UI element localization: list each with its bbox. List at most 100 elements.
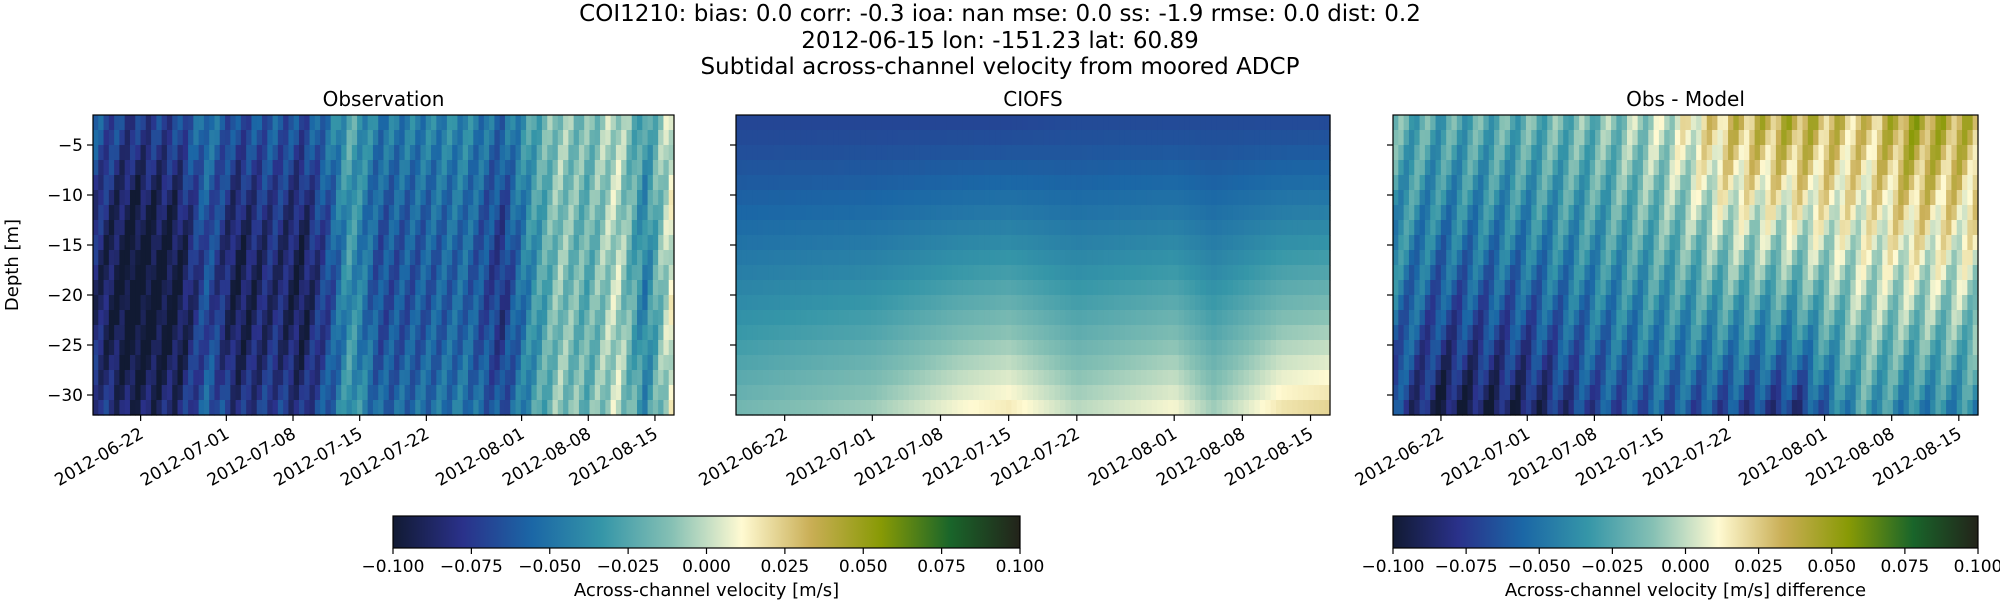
heatmap-cell [1430, 340, 1437, 356]
heatmap-cell [309, 175, 316, 191]
heatmap-cell [362, 400, 369, 416]
heatmap-cell [1000, 235, 1007, 251]
heatmap-cell [219, 370, 226, 386]
heatmap-cell [198, 340, 205, 356]
heatmap-cell [1286, 340, 1293, 356]
heatmap-cell [892, 280, 899, 296]
heatmap-cell [1254, 250, 1261, 266]
heatmap-cell [1520, 355, 1527, 371]
heatmap-cell [989, 175, 996, 191]
heatmap-cell [833, 265, 840, 281]
heatmap-cell [652, 115, 659, 131]
heatmap-cell [989, 220, 996, 236]
heatmap-cell [903, 175, 910, 191]
heatmap-cell [865, 310, 872, 326]
heatmap-cell [768, 295, 775, 311]
heatmap-cell [584, 295, 591, 311]
heatmap-cell [647, 370, 654, 386]
heatmap-cell [515, 190, 522, 206]
heatmap-cell [431, 250, 437, 266]
heatmap-cell [552, 250, 559, 266]
heatmap-cell [288, 280, 295, 296]
heatmap-cell [494, 190, 501, 206]
heatmap-cell [552, 115, 559, 131]
heatmap-cell [446, 175, 453, 191]
heatmap-cell [441, 310, 448, 326]
heatmap-cell [908, 355, 915, 371]
heatmap-cell [1027, 355, 1034, 371]
heatmap-cell [1184, 400, 1191, 416]
heatmap-cell [1227, 340, 1234, 356]
heatmap-cell [898, 235, 904, 251]
heatmap-cell [256, 325, 263, 341]
heatmap-cell [594, 325, 601, 341]
heatmap-cell [827, 325, 834, 341]
heatmap-cell [795, 250, 802, 266]
heatmap-cell [1227, 145, 1234, 161]
heatmap-cell [790, 235, 796, 251]
heatmap-cell [446, 190, 453, 206]
heatmap-cell [1151, 220, 1158, 236]
heatmap-cell [1173, 205, 1180, 221]
heatmap-cell [1205, 205, 1212, 221]
heatmap-cell [952, 190, 958, 206]
heatmap-cell [919, 235, 926, 251]
heatmap-cell [642, 385, 649, 401]
heatmap-cell [1494, 205, 1500, 221]
heatmap-cell [108, 355, 115, 371]
heatmap-cell [1016, 220, 1023, 236]
heatmap-cell [1435, 160, 1442, 176]
heatmap-cell [541, 400, 548, 416]
heatmap-cell [314, 160, 321, 176]
heatmap-cell [1403, 130, 1410, 146]
heatmap-cell [1259, 295, 1266, 311]
heatmap-cell [898, 310, 904, 326]
heatmap-cell [1419, 235, 1426, 251]
heatmap-cell [1081, 145, 1088, 161]
heatmap-cell [1168, 250, 1174, 266]
heatmap-cell [621, 235, 628, 251]
heatmap-cell [1189, 160, 1196, 176]
heatmap-cell [1510, 400, 1516, 416]
heatmap-cell [637, 295, 643, 311]
heatmap-cell [806, 175, 813, 191]
heatmap-cell [193, 325, 200, 341]
heatmap-cell [441, 175, 448, 191]
heatmap-cell [979, 310, 985, 326]
heatmap-cell [151, 115, 157, 131]
heatmap-cell [462, 385, 469, 401]
heatmap-cell [404, 325, 411, 341]
heatmap-cell [425, 220, 432, 236]
heatmap-cell [293, 310, 300, 326]
heatmap-cell [103, 265, 110, 281]
heatmap-cell [800, 265, 807, 281]
heatmap-cell [1254, 295, 1261, 311]
heatmap-cell [763, 145, 769, 161]
heatmap-cell [441, 190, 448, 206]
heatmap-cell [188, 115, 194, 131]
heatmap-cell [330, 160, 337, 176]
heatmap-cell [594, 130, 601, 146]
heatmap-cell [736, 340, 742, 356]
heatmap-cell [871, 250, 877, 266]
heatmap-cell [436, 280, 443, 296]
heatmap-cell [129, 370, 136, 386]
heatmap-cell [626, 280, 633, 296]
heatmap-cell [309, 325, 316, 341]
heatmap-cell [973, 370, 980, 386]
heatmap-cell [1483, 130, 1490, 146]
heatmap-cell [436, 265, 443, 281]
heatmap-cell [1006, 250, 1012, 266]
heatmap-cell [844, 175, 850, 191]
heatmap-cell [865, 250, 872, 266]
heatmap-cell [876, 220, 883, 236]
heatmap-cell [1119, 175, 1126, 191]
heatmap-cell [267, 370, 274, 386]
heatmap-cell [1173, 175, 1180, 191]
heatmap-cell [452, 220, 459, 236]
heatmap-cell [372, 160, 379, 176]
heatmap-cell [1462, 370, 1469, 386]
heatmap-cell [1022, 295, 1029, 311]
heatmap-cell [1211, 175, 1218, 191]
heatmap-cell [272, 325, 279, 341]
